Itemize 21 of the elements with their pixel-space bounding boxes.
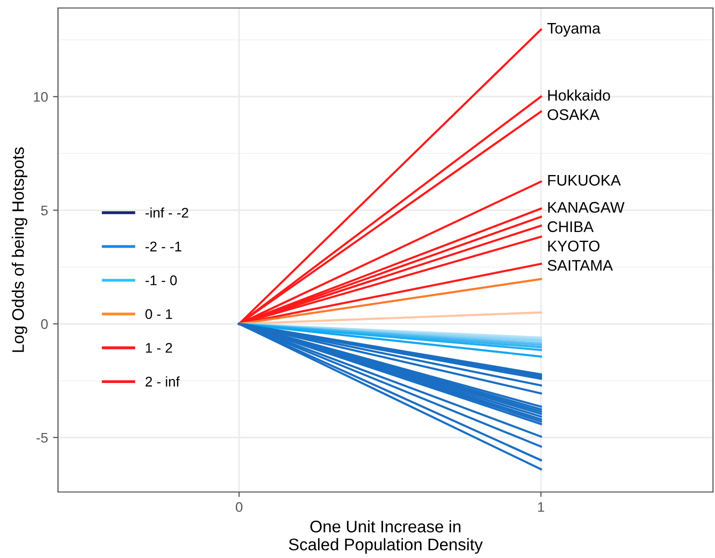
annotation: OSAKA	[548, 109, 600, 120]
legend-label: -inf - -2	[146, 207, 188, 218]
y-tick-label: 0	[41, 319, 48, 330]
legend-label: 0 - 1	[145, 309, 172, 320]
y-tick-label: 5	[41, 206, 48, 216]
x-axis-title: One Unit Increase in Scaled Population Density	[288, 520, 483, 554]
annotation: CHIBA	[548, 221, 594, 232]
x-tick-label: 1	[538, 502, 544, 512]
legend-label: -1 - 0	[146, 275, 177, 286]
annotation: KYOTO	[548, 240, 600, 252]
y-tick-label: -5	[36, 432, 48, 443]
legend-label: 2 - inf	[146, 376, 180, 386]
annotation: Toyama	[547, 23, 600, 37]
y-axis-title: Log Odds of being Hotspots	[12, 147, 28, 352]
annotation: SAITAMA	[548, 260, 613, 271]
annotation: Hokkaido	[548, 90, 610, 101]
legend-label: 1 - 2	[146, 342, 172, 353]
legend-label: -2 - -1	[146, 242, 182, 252]
y-tick-label: 10	[34, 92, 48, 102]
annotation: KANAGAW	[548, 202, 624, 213]
annotation: FUKUOKA	[548, 174, 621, 186]
